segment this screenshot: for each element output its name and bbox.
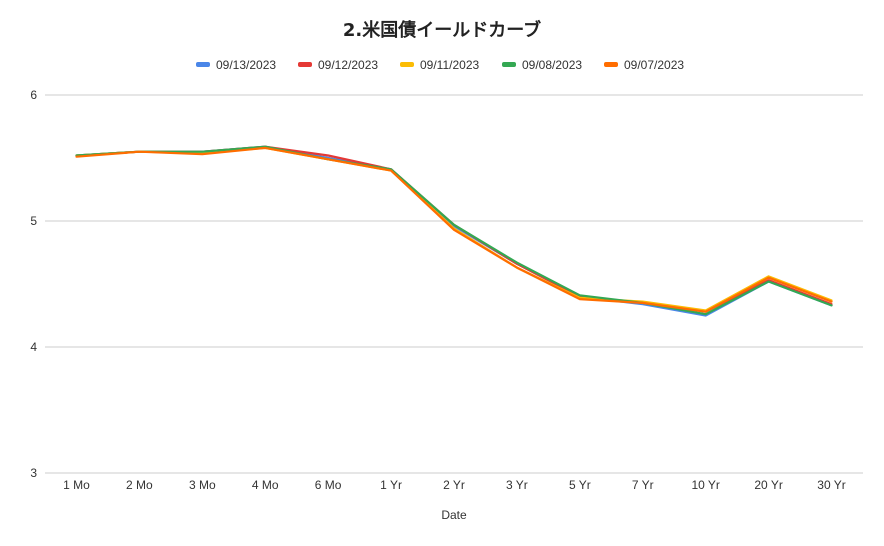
- y-axis-ticks: 3 4 5 6: [30, 88, 37, 480]
- series-line-09-07-2023: [75, 146, 833, 313]
- legend-swatch: [196, 62, 210, 67]
- x-tick-label: 2 Yr: [443, 478, 465, 492]
- series-line-09-08-2023: [75, 145, 833, 316]
- x-tick-label: 5 Yr: [569, 478, 591, 492]
- x-tick-label: 1 Yr: [380, 478, 402, 492]
- y-tick-label: 4: [30, 340, 37, 354]
- y-tick-label: 3: [30, 466, 37, 480]
- x-axis-title: Date: [441, 508, 467, 522]
- x-tick-label: 7 Yr: [632, 478, 654, 492]
- legend-label: 09/12/2023: [318, 58, 378, 72]
- x-tick-label: 10 Yr: [691, 478, 719, 492]
- x-tick-label: 3 Yr: [506, 478, 528, 492]
- legend-item[interactable]: 09/12/2023: [298, 58, 378, 72]
- legend-item[interactable]: 09/08/2023: [502, 58, 582, 72]
- x-tick-label: 1 Mo: [63, 478, 90, 492]
- legend-item[interactable]: 09/13/2023: [196, 58, 276, 72]
- x-tick-label: 4 Mo: [252, 478, 279, 492]
- legend-label: 09/07/2023: [624, 58, 684, 72]
- legend-swatch: [604, 62, 618, 67]
- x-tick-label: 6 Mo: [315, 478, 342, 492]
- legend-item[interactable]: 09/07/2023: [604, 58, 684, 72]
- x-tick-label: 20 Yr: [754, 478, 782, 492]
- legend-swatch: [502, 62, 516, 67]
- x-axis-ticks: 1 Mo 2 Mo 3 Mo 4 Mo 6 Mo 1 Yr 2 Yr 3 Yr 5 Yr 7 Yr…: [63, 478, 846, 492]
- gridlines: [45, 94, 863, 474]
- legend-item[interactable]: 09/11/2023: [400, 58, 479, 72]
- legend-swatch: [298, 62, 312, 67]
- legend: 09/13/2023 09/12/2023 09/11/2023 09/08/2023…: [196, 58, 684, 72]
- chart-title: 2.米国債イールドカーブ: [343, 19, 541, 41]
- x-tick-label: 30 Yr: [817, 478, 845, 492]
- legend-label: 09/08/2023: [522, 58, 582, 72]
- y-tick-label: 6: [30, 88, 37, 102]
- series-layer: [75, 145, 833, 317]
- x-tick-label: 2 Mo: [126, 478, 153, 492]
- legend-label: 09/13/2023: [216, 58, 276, 72]
- legend-swatch: [400, 62, 414, 67]
- series-line-09-13-2023: [75, 145, 833, 317]
- y-tick-label: 5: [30, 214, 37, 228]
- legend-label: 09/11/2023: [420, 58, 479, 72]
- x-tick-label: 3 Mo: [189, 478, 216, 492]
